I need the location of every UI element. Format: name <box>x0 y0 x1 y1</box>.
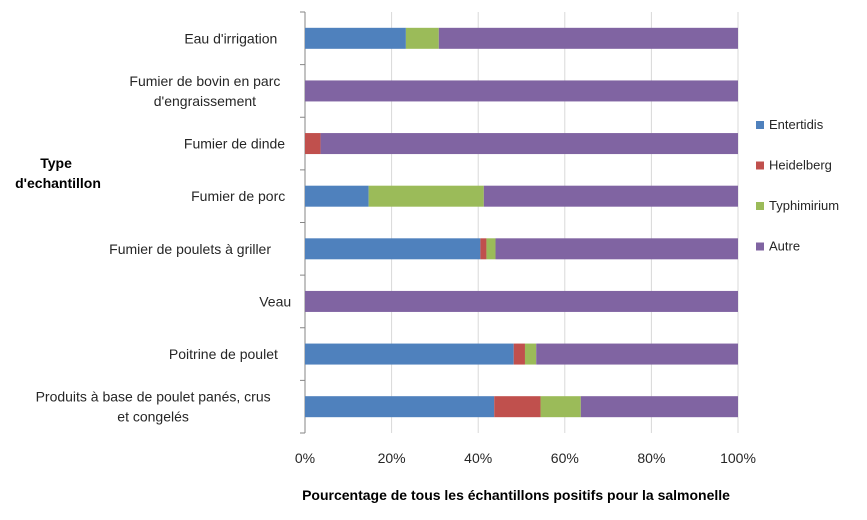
category-label: Fumier de dinde <box>184 136 285 152</box>
category-label: Produits à base de poulet panés, crus et … <box>36 389 271 425</box>
bar-segment <box>513 343 525 365</box>
bar-segment <box>320 133 738 155</box>
bar-segment <box>305 238 481 260</box>
legend: Entertidis Heidelberg Typhimirium Autre <box>756 117 839 254</box>
gridlines <box>300 11 739 434</box>
y-axis-title: Type d'echantillon <box>15 155 101 191</box>
category-label: Fumier de bovin en parc d'engraissement <box>129 73 280 109</box>
bar-segment <box>305 343 514 365</box>
y-axis-title-line-1: Type <box>40 155 72 171</box>
bar-segment <box>405 27 439 49</box>
legend-label: Typhimirium <box>769 198 839 213</box>
legend-swatch <box>756 161 764 170</box>
x-tick-label: 0% <box>295 450 315 466</box>
bar-segment <box>486 238 496 260</box>
bar-segment <box>305 27 406 49</box>
legend-swatch <box>756 202 764 210</box>
bar-segment <box>305 290 738 312</box>
category-labels: Eau d'irrigation Fumier de bovin en parc d… <box>36 30 292 424</box>
legend-label: Entertidis <box>769 117 824 132</box>
category-label: Poitrine de poulet <box>169 346 278 362</box>
bar-segment <box>483 185 738 207</box>
y-axis-title-line-2: d'echantillon <box>15 175 101 191</box>
bar-segment <box>368 185 484 207</box>
x-tick-label: 60% <box>551 450 579 466</box>
bar-segment <box>305 133 321 155</box>
bar-segment <box>580 396 738 418</box>
bar-segment <box>495 238 738 260</box>
bars <box>305 27 738 418</box>
legend-label: Autre <box>769 239 800 254</box>
bar-segment <box>540 396 581 418</box>
legend-swatch <box>756 242 764 251</box>
category-label: Fumier de porc <box>191 188 285 204</box>
bar-segment <box>438 27 738 49</box>
bar-segment <box>305 80 738 102</box>
x-tick-label: 40% <box>464 450 492 466</box>
bar-segment <box>305 185 369 207</box>
x-axis-title: Pourcentage de tous les échantillons pos… <box>302 487 730 503</box>
x-tick-labels: 0% 20% 40% 60% 80% 100% <box>295 450 756 466</box>
category-label: Veau <box>259 293 291 309</box>
bar-segment <box>480 238 487 260</box>
bar-segment <box>494 396 541 418</box>
x-tick-label: 100% <box>720 450 756 466</box>
bar-segment <box>524 343 537 365</box>
bar-segment <box>305 396 495 418</box>
category-label: Eau d'irrigation <box>184 30 277 46</box>
x-tick-label: 20% <box>378 450 406 466</box>
x-tick-label: 80% <box>637 450 665 466</box>
category-label: Fumier de poulets à griller <box>109 241 271 257</box>
legend-swatch <box>756 121 764 129</box>
bar-segment <box>536 343 738 365</box>
legend-label: Heidelberg <box>769 158 832 173</box>
